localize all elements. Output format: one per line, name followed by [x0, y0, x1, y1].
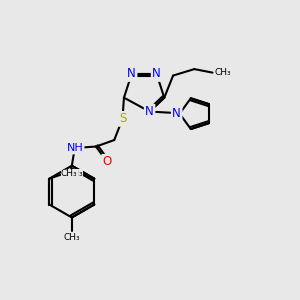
Text: CH₃: CH₃ — [66, 169, 83, 178]
Text: N: N — [152, 68, 161, 80]
Text: O: O — [103, 155, 112, 168]
Text: NH: NH — [66, 143, 83, 153]
Text: CH₃: CH₃ — [64, 233, 80, 242]
Text: N: N — [172, 106, 181, 120]
Text: N: N — [145, 105, 154, 118]
Text: S: S — [119, 112, 126, 125]
Text: CH₃: CH₃ — [61, 169, 77, 178]
Text: N: N — [127, 68, 136, 80]
Text: CH₃: CH₃ — [214, 68, 231, 77]
